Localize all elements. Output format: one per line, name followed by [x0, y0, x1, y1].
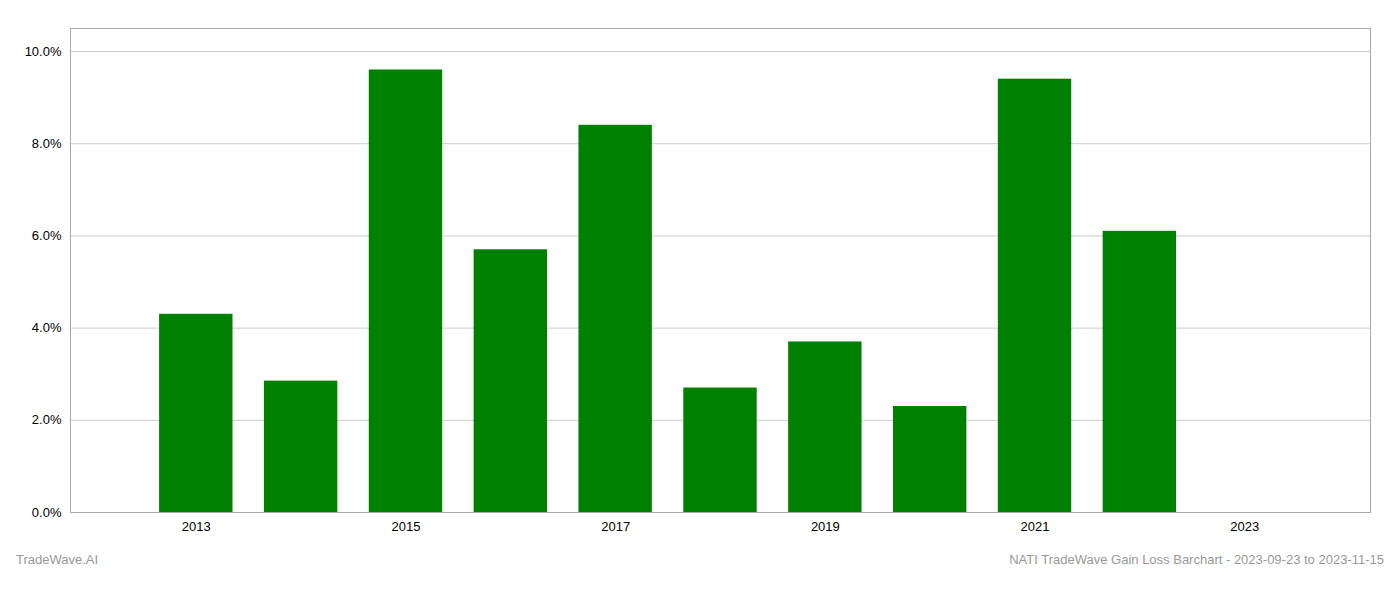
svg-text:2015: 2015 — [392, 519, 421, 534]
svg-text:10.0%: 10.0% — [25, 44, 62, 59]
svg-text:2.0%: 2.0% — [32, 412, 62, 427]
svg-text:4.0%: 4.0% — [32, 320, 62, 335]
svg-text:0.0%: 0.0% — [32, 505, 62, 520]
svg-text:6.0%: 6.0% — [32, 228, 62, 243]
svg-text:8.0%: 8.0% — [32, 136, 62, 151]
svg-text:2021: 2021 — [1021, 519, 1050, 534]
svg-text:2023: 2023 — [1230, 519, 1259, 534]
svg-text:2013: 2013 — [182, 519, 211, 534]
html-text:TradeWave.AI: TradeWave.AI — [16, 552, 99, 567]
html-text:NATI TradeWave Gain Loss Barch: NATI TradeWave Gain Loss Barchart - 2023… — [1009, 552, 1384, 567]
svg-text:2019: 2019 — [811, 519, 840, 534]
svg-text:2017: 2017 — [601, 519, 630, 534]
